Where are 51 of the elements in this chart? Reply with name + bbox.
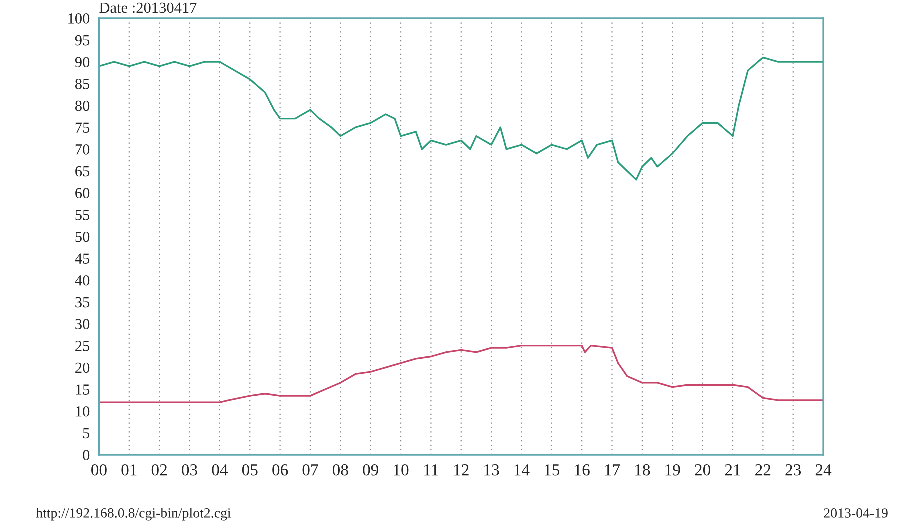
x-tick-label: 03 xyxy=(182,464,198,476)
x-tick-label: 10 xyxy=(394,464,409,476)
x-tick-label: 01 xyxy=(122,464,137,476)
y-tick-label: 80 xyxy=(75,100,90,112)
x-tick-label: 13 xyxy=(484,464,500,476)
text: http://192.168.0.8/cgi-bin/plot2.cgi xyxy=(36,508,232,521)
x-tick-label: 08 xyxy=(332,464,348,476)
y-tick-label: 65 xyxy=(76,166,90,177)
line-series xyxy=(99,345,824,404)
y-tick-label: 55 xyxy=(76,210,90,220)
x-tick-label: 14 xyxy=(514,464,530,476)
x-tick-label: 21 xyxy=(725,464,740,476)
x-tick-label: 06 xyxy=(272,464,288,476)
y-tick-label: 35 xyxy=(76,297,90,308)
y-tick-label: 95 xyxy=(75,35,90,46)
line-series xyxy=(99,56,824,181)
y-tick-label: 75 xyxy=(76,122,90,134)
y-tick-label: 0 xyxy=(83,450,90,460)
x-tick-label: 18 xyxy=(636,464,650,476)
y-tick-label: 85 xyxy=(75,79,90,90)
y-tick-label: 25 xyxy=(76,341,90,352)
y-tick-label: 60 xyxy=(76,188,90,198)
x-tick-label: 16 xyxy=(575,464,590,476)
x-tick-label: 04 xyxy=(212,464,228,476)
y-tick-label: 40 xyxy=(75,276,90,286)
x-tick-label: 20 xyxy=(695,464,711,476)
y-tick-label: 20 xyxy=(76,362,90,374)
x-tick-label: 22 xyxy=(756,464,771,476)
y-tick-label: 90 xyxy=(75,57,90,68)
y-tick-label: 15 xyxy=(76,384,90,395)
x-tick-label: 11 xyxy=(424,464,438,476)
x-tick-label: 05 xyxy=(242,464,258,476)
x-tick-label: 19 xyxy=(666,464,680,476)
text: Date :20130417 xyxy=(100,2,197,14)
y-tick-label: 50 xyxy=(76,232,90,242)
x-tick-label: 07 xyxy=(302,464,318,476)
x-tick-label: 02 xyxy=(152,464,167,476)
y-tick-label: 5 xyxy=(83,428,90,439)
y-tick-label: 10 xyxy=(76,406,90,417)
y-tick-label: 70 xyxy=(76,144,90,155)
y-tick-label: 45 xyxy=(75,254,90,264)
x-tick-label: 24 xyxy=(816,464,832,476)
y-tick-label: 100 xyxy=(68,14,90,24)
y-tick-label: 30 xyxy=(76,319,90,330)
x-tick-label: 00 xyxy=(92,464,107,476)
x-tick-label: 17 xyxy=(605,464,620,476)
text: 2013-04-19 xyxy=(824,508,888,518)
x-tick-label: 23 xyxy=(786,464,802,476)
x-tick-label: 09 xyxy=(363,464,378,476)
x-tick-label: 12 xyxy=(454,464,469,476)
x-tick-label: 15 xyxy=(545,464,560,476)
